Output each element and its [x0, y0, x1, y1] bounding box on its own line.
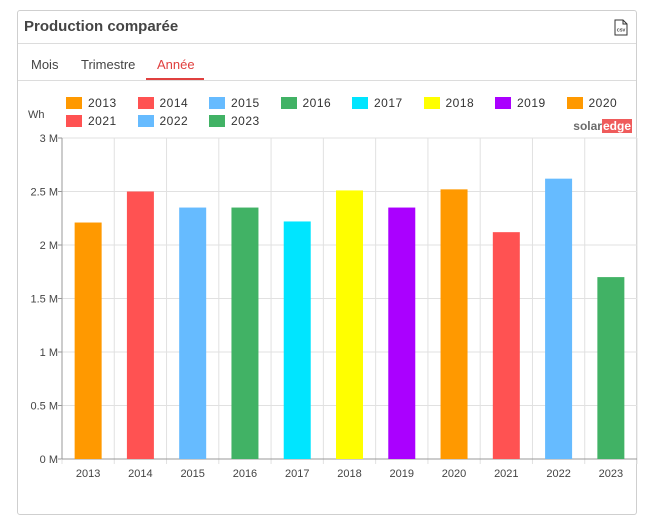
production-panel: Production comparée CSV Mois Trimestre A… — [17, 10, 637, 515]
legend-swatch — [137, 115, 154, 127]
legend-swatch — [66, 115, 82, 127]
y-axis-unit: Wh — [28, 109, 45, 121]
x-tick-label: 2014 — [128, 468, 152, 480]
y-tick-label: 3 M — [40, 133, 58, 145]
x-tick-label: 2018 — [337, 468, 361, 480]
x-tick-label: 2016 — [233, 468, 257, 480]
tabs-divider — [18, 80, 636, 81]
y-tick-label: 2 M — [40, 240, 58, 252]
tab-trimestre[interactable]: Trimestre — [81, 57, 136, 72]
y-tick-label: 1 M — [40, 347, 58, 359]
bar-2015[interactable] — [179, 207, 207, 459]
csv-file-icon[interactable]: CSV — [614, 19, 628, 36]
legend-swatch — [137, 97, 154, 109]
panel-title: Production comparée — [24, 18, 179, 35]
bar-2021[interactable] — [492, 232, 520, 459]
bar-2022[interactable] — [545, 178, 573, 459]
legend-label: 2013 — [88, 96, 117, 110]
legend-swatch — [423, 97, 440, 109]
legend-label: 2018 — [445, 96, 475, 110]
legend-label: 2019 — [517, 96, 546, 110]
x-tick-label: 2021 — [494, 468, 518, 480]
title-divider — [18, 43, 636, 44]
legend-label: 2017 — [374, 96, 403, 110]
legend-swatch — [280, 97, 297, 109]
solaredge-logo: solaredge — [573, 119, 632, 133]
tab-mois[interactable]: Mois — [31, 57, 59, 72]
y-tick-label: 1.5 M — [30, 294, 58, 306]
svg-text:CSV: CSV — [617, 28, 626, 33]
legend-swatch — [566, 97, 583, 109]
x-tick-label: 2015 — [180, 468, 204, 480]
legend-label: 2022 — [159, 114, 189, 128]
active-tab-indicator — [146, 78, 204, 80]
x-tick-label: 2017 — [285, 468, 309, 480]
bar-2020[interactable] — [440, 189, 468, 460]
legend-label: 2020 — [588, 96, 618, 110]
x-tick-label: 2022 — [546, 468, 570, 480]
legend-swatch — [209, 115, 225, 127]
legend-label: 2016 — [302, 96, 332, 110]
legend-swatch — [352, 97, 368, 109]
legend-label: 2023 — [231, 114, 260, 128]
x-tick-label: 2013 — [76, 468, 100, 480]
x-tick-label: 2023 — [599, 468, 623, 480]
y-tick-label: 0 M — [40, 454, 58, 466]
y-tick-label: 0.5 M — [30, 401, 58, 413]
bar-2016[interactable] — [231, 207, 259, 459]
legend-label: 2015 — [231, 96, 260, 110]
bar-2017[interactable] — [283, 221, 311, 459]
y-tick-label: 2.5 M — [30, 187, 58, 199]
bar-2013[interactable] — [74, 222, 102, 459]
tab-annee[interactable]: Année — [157, 57, 195, 72]
bar-2014[interactable] — [126, 191, 154, 460]
legend-swatch — [495, 97, 511, 109]
x-tick-label: 2019 — [390, 468, 414, 480]
legend-label: 2014 — [159, 96, 189, 110]
legend-swatch — [209, 97, 225, 109]
x-tick-label: 2020 — [442, 468, 466, 480]
bar-2019[interactable] — [388, 207, 416, 459]
bar-2018[interactable] — [336, 190, 363, 459]
legend-swatch — [66, 97, 82, 109]
legend-label: 2021 — [88, 114, 117, 128]
bar-2023[interactable] — [597, 277, 625, 459]
